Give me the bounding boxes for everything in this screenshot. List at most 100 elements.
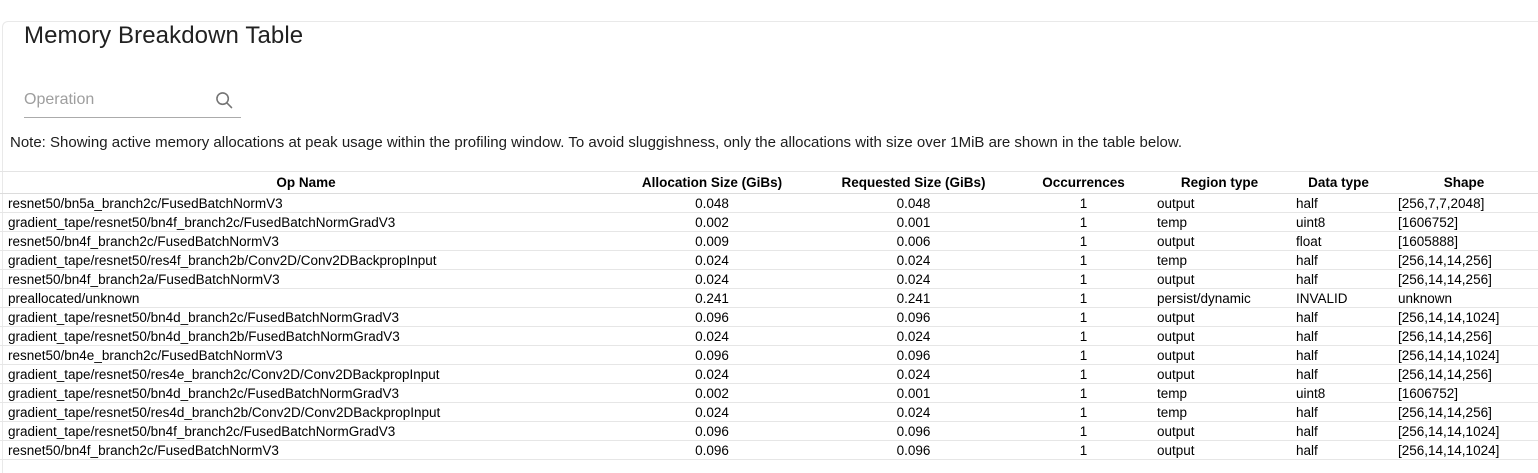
table-cell: 1 bbox=[1015, 212, 1152, 232]
table-cell: 0.024 bbox=[812, 402, 1015, 422]
table-cell: resnet50/bn4f_branch2a/FusedBatchNormV3 bbox=[0, 269, 612, 289]
table-cell: half bbox=[1287, 307, 1390, 327]
table-row[interactable]: resnet50/bn4f_branch2c/FusedBatchNormV3 0… bbox=[0, 231, 1538, 251]
table-cell: gradient_tape/resnet50/bn4d_branch2b/Fus… bbox=[0, 326, 612, 346]
table-cell: 0.241 bbox=[812, 288, 1015, 308]
table-cell: 0.002 bbox=[612, 383, 812, 403]
table-cell: half bbox=[1287, 326, 1390, 346]
table-cell: INVALID bbox=[1287, 288, 1390, 308]
table-cell: half bbox=[1287, 250, 1390, 270]
table-cell: 1 bbox=[1015, 326, 1152, 346]
table-cell: output bbox=[1152, 421, 1287, 441]
table-row[interactable]: resnet50/bn4f_branch2a/FusedBatchNormV3 0… bbox=[0, 269, 1538, 289]
table-cell: 1 bbox=[1015, 288, 1152, 308]
column-header[interactable]: Region type bbox=[1152, 171, 1287, 194]
table-cell: [256,14,14,256] bbox=[1390, 402, 1538, 422]
table-cell: 0.048 bbox=[612, 193, 812, 213]
table-row[interactable]: resnet50/bn4f_branch2c/FusedBatchNormV3 0… bbox=[0, 440, 1538, 460]
column-header[interactable]: Shape bbox=[1390, 171, 1538, 194]
table-cell: uint8 bbox=[1287, 383, 1390, 403]
table-cell: resnet50/bn4f_branch2c/FusedBatchNormV3 bbox=[0, 231, 612, 251]
table-cell: gradient_tape/resnet50/bn4f_branch2c/Fus… bbox=[0, 421, 612, 441]
table-cell: output bbox=[1152, 364, 1287, 384]
table-cell: 0.024 bbox=[612, 269, 812, 289]
table-cell: gradient_tape/resnet50/bn4d_branch2c/Fus… bbox=[0, 307, 612, 327]
table-row[interactable]: gradient_tape/resnet50/bn4f_branch2c/Fus… bbox=[0, 421, 1538, 441]
table-row[interactable]: gradient_tape/resnet50/res4f_branch2b/Co… bbox=[0, 250, 1538, 270]
table-cell: gradient_tape/resnet50/bn4d_branch2c/Fus… bbox=[0, 383, 612, 403]
table-cell: 1 bbox=[1015, 440, 1152, 460]
table-cell: [1605888] bbox=[1390, 231, 1538, 251]
table-cell: resnet50/bn4f_branch2c/FusedBatchNormV3 bbox=[0, 440, 612, 460]
table-cell: [256,14,14,256] bbox=[1390, 250, 1538, 270]
table-cell: half bbox=[1287, 193, 1390, 213]
table-cell: 0.096 bbox=[812, 345, 1015, 365]
table-row[interactable]: gradient_tape/resnet50/res4e_branch2c/Co… bbox=[0, 364, 1538, 384]
table-cell: 1 bbox=[1015, 231, 1152, 251]
table-cell: preallocated/unknown bbox=[0, 288, 612, 308]
table-cell: temp bbox=[1152, 212, 1287, 232]
table-row[interactable]: gradient_tape/resnet50/bn4f_branch2c/Fus… bbox=[0, 212, 1538, 232]
table-cell: 1 bbox=[1015, 383, 1152, 403]
table-cell: gradient_tape/resnet50/res4d_branch2b/Co… bbox=[0, 402, 612, 422]
table-cell: temp bbox=[1152, 383, 1287, 403]
table-cell: half bbox=[1287, 364, 1390, 384]
table-row[interactable]: resnet50/bn5a_branch2c/FusedBatchNormV3 0… bbox=[0, 193, 1538, 213]
table-cell: 0.024 bbox=[812, 250, 1015, 270]
note-text: Note: Showing active memory allocations … bbox=[10, 134, 1183, 151]
memory-breakdown-table: Op Name Allocation Size (GiBs) Requested S… bbox=[0, 171, 1538, 460]
table-cell: 0.002 bbox=[612, 212, 812, 232]
table-cell: temp bbox=[1152, 402, 1287, 422]
table-cell: [1606752] bbox=[1390, 212, 1538, 232]
memory-table-body: resnet50/bn5a_branch2c/FusedBatchNormV3 0… bbox=[0, 193, 1538, 460]
table-cell: [256,7,7,2048] bbox=[1390, 193, 1538, 213]
table-cell: 0.024 bbox=[612, 402, 812, 422]
table-cell: half bbox=[1287, 440, 1390, 460]
page-title: Memory Breakdown Table bbox=[24, 22, 304, 49]
table-cell: half bbox=[1287, 421, 1390, 441]
table-cell: 0.006 bbox=[812, 231, 1015, 251]
operation-filter-field[interactable] bbox=[24, 84, 241, 118]
table-cell: 0.096 bbox=[612, 307, 812, 327]
table-cell: temp bbox=[1152, 250, 1287, 270]
table-cell: output bbox=[1152, 193, 1287, 213]
table-cell: [256,14,14,1024] bbox=[1390, 421, 1538, 441]
table-cell: [256,14,14,1024] bbox=[1390, 440, 1538, 460]
table-cell: 1 bbox=[1015, 269, 1152, 289]
table-cell: [256,14,14,256] bbox=[1390, 269, 1538, 289]
table-cell: 0.096 bbox=[612, 421, 812, 441]
table-cell: float bbox=[1287, 231, 1390, 251]
table-cell: 0.024 bbox=[612, 326, 812, 346]
table-cell: resnet50/bn5a_branch2c/FusedBatchNormV3 bbox=[0, 193, 612, 213]
operation-filter-input[interactable] bbox=[24, 84, 241, 117]
table-row[interactable]: resnet50/bn4e_branch2c/FusedBatchNormV3 0… bbox=[0, 345, 1538, 365]
table-cell: 0.024 bbox=[812, 269, 1015, 289]
table-cell: output bbox=[1152, 440, 1287, 460]
table-cell: 1 bbox=[1015, 250, 1152, 270]
table-row[interactable]: gradient_tape/resnet50/bn4d_branch2b/Fus… bbox=[0, 326, 1538, 346]
table-row[interactable]: gradient_tape/resnet50/bn4d_branch2c/Fus… bbox=[0, 307, 1538, 327]
column-header[interactable]: Allocation Size (GiBs) bbox=[612, 171, 812, 194]
table-cell: 0.241 bbox=[612, 288, 812, 308]
header-row: Op Name Allocation Size (GiBs) Requested S… bbox=[0, 171, 1538, 194]
table-cell: 0.048 bbox=[812, 193, 1015, 213]
table-cell: 0.096 bbox=[612, 345, 812, 365]
table-cell: output bbox=[1152, 307, 1287, 327]
table-cell: [256,14,14,256] bbox=[1390, 364, 1538, 384]
table-row[interactable]: gradient_tape/resnet50/bn4d_branch2c/Fus… bbox=[0, 383, 1538, 403]
table-cell: persist/dynamic bbox=[1152, 288, 1287, 308]
table-cell: uint8 bbox=[1287, 212, 1390, 232]
table-cell: 0.001 bbox=[812, 383, 1015, 403]
column-header[interactable]: Requested Size (GiBs) bbox=[812, 171, 1015, 194]
table-cell: resnet50/bn4e_branch2c/FusedBatchNormV3 bbox=[0, 345, 612, 365]
table-cell: gradient_tape/resnet50/res4f_branch2b/Co… bbox=[0, 250, 612, 270]
table-cell: 0.024 bbox=[612, 250, 812, 270]
table-cell: half bbox=[1287, 345, 1390, 365]
table-cell: 1 bbox=[1015, 193, 1152, 213]
column-header[interactable]: Data type bbox=[1287, 171, 1390, 194]
table-row[interactable]: preallocated/unknown 0.241 0.241 1 persist/d… bbox=[0, 288, 1538, 308]
column-header[interactable]: Occurrences bbox=[1015, 171, 1152, 194]
table-row[interactable]: gradient_tape/resnet50/res4d_branch2b/Co… bbox=[0, 402, 1538, 422]
column-header[interactable]: Op Name bbox=[0, 171, 612, 194]
table-cell: [1606752] bbox=[1390, 383, 1538, 403]
